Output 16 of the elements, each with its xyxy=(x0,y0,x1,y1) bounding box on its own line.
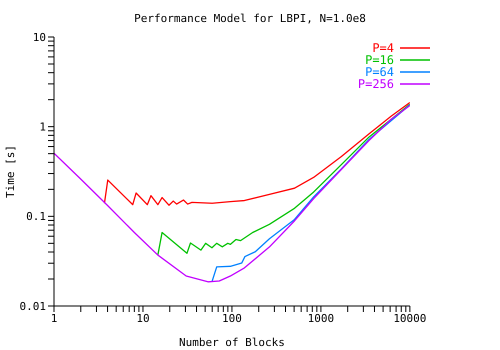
legend-label: P=64 xyxy=(365,65,394,79)
x-axis-title: Number of Blocks xyxy=(178,336,285,349)
legend-label: P=16 xyxy=(365,53,394,67)
legend-label: P=256 xyxy=(358,77,394,91)
y-tick-label: 1 xyxy=(39,120,46,134)
chart-title: Performance Model for LBPI, N=1.0e8 xyxy=(133,12,367,25)
legend-label: P=4 xyxy=(372,41,394,55)
x-tick-label: 10000 xyxy=(393,312,426,325)
y-tick-label: 0.1 xyxy=(26,210,46,224)
x-tick-label: 100 xyxy=(222,312,242,325)
x-tick-label: 10 xyxy=(136,312,150,325)
x-tick-label: 1 xyxy=(50,312,58,325)
y-tick-label: 0.01 xyxy=(20,300,46,313)
x-tick-label: 1000 xyxy=(308,312,334,325)
y-tick-label: 10 xyxy=(32,30,46,44)
y-axis-title: Time [s] xyxy=(4,145,17,198)
